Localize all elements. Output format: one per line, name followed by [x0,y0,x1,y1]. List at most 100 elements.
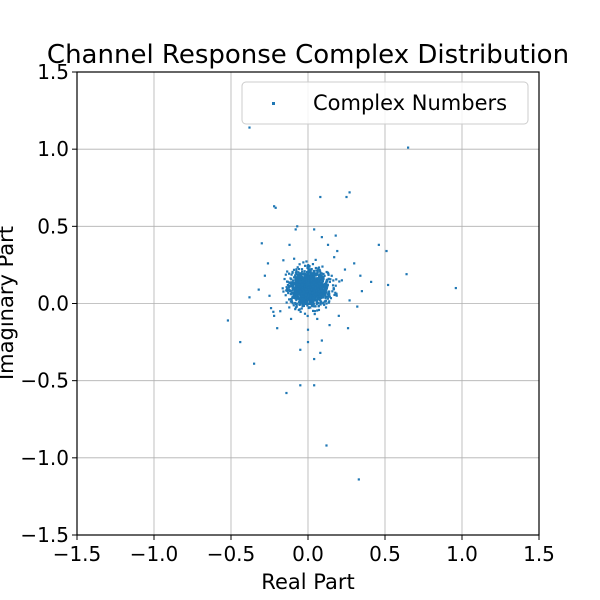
data-point [268,294,271,297]
data-point [318,295,321,298]
x-axis-label: Real Part [261,570,354,594]
data-point [295,269,298,272]
data-point [286,270,289,273]
data-point [302,297,306,301]
x-tick-label-4: 0.5 [369,542,401,566]
data-point [314,286,317,290]
data-point [295,288,298,291]
data-point [327,301,330,304]
data-point [304,288,308,291]
data-point [294,289,297,292]
data-point [324,294,327,297]
data-point [312,278,315,281]
data-point [296,297,299,300]
data-point [299,348,302,351]
data-point [274,206,277,209]
data-point [320,288,323,291]
data-point [260,242,263,245]
data-point [257,288,260,291]
data-point [312,305,315,308]
data-point [332,279,335,282]
data-point [273,314,276,317]
data-point [291,289,294,292]
data-point [333,256,336,259]
data-point [286,288,289,291]
data-point [316,309,319,312]
data-point [306,298,309,301]
data-point [340,279,343,282]
data-point [320,296,323,299]
data-point [319,284,322,288]
y-tick-label-5: 1.0 [37,137,69,161]
data-point [320,339,323,342]
data-point [317,297,320,300]
data-point [303,312,307,315]
data-point [307,302,310,306]
data-point [282,290,285,293]
data-point [303,281,306,284]
data-point [312,302,315,305]
data-point [319,279,322,282]
data-point [310,279,313,282]
data-point [307,286,310,289]
data-point [288,306,291,309]
data-point [286,289,289,293]
data-point [290,291,293,295]
data-point [290,278,293,281]
data-point [348,191,351,194]
data-point [321,278,325,281]
data-point [306,314,309,318]
data-point [307,276,310,280]
data-point [276,327,279,330]
data-point [308,278,311,281]
data-point [313,284,316,287]
data-point [294,302,298,306]
data-point [295,298,298,302]
data-point [298,268,301,271]
data-point [305,278,308,281]
data-point [305,290,309,293]
data-point [226,319,230,322]
data-point [299,273,302,276]
data-point [343,268,347,271]
data-point [302,261,305,264]
legend-label: Complex Numbers [313,91,507,115]
data-point [299,285,302,288]
data-point [294,308,297,311]
data-point [296,286,300,289]
data-point [294,283,297,286]
data-point [253,362,256,365]
data-point [314,272,317,275]
data-point [297,271,300,274]
data-point [298,308,301,311]
data-point [312,294,315,297]
data-point [326,283,329,286]
data-point [301,285,304,289]
data-point [321,265,324,268]
data-point [307,288,310,291]
data-point [298,275,302,278]
data-point [324,291,327,294]
data-point [298,283,301,286]
data-point [305,293,308,297]
data-point [306,271,310,275]
data-point [287,285,291,289]
data-point [310,267,313,271]
data-point [359,274,362,277]
data-point [307,279,310,282]
data-point [305,292,309,295]
y-tick-label-3: 0.0 [37,292,69,316]
data-point [296,275,299,278]
data-point [290,282,293,286]
data-point [320,287,323,290]
data-point [287,272,291,275]
data-point [331,290,334,293]
data-point [322,301,325,304]
data-point [318,268,321,272]
data-point [335,278,338,281]
data-point [298,303,301,306]
data-point [313,275,316,278]
x-tick-label-1: −1.0 [130,542,179,566]
data-point [282,259,285,262]
